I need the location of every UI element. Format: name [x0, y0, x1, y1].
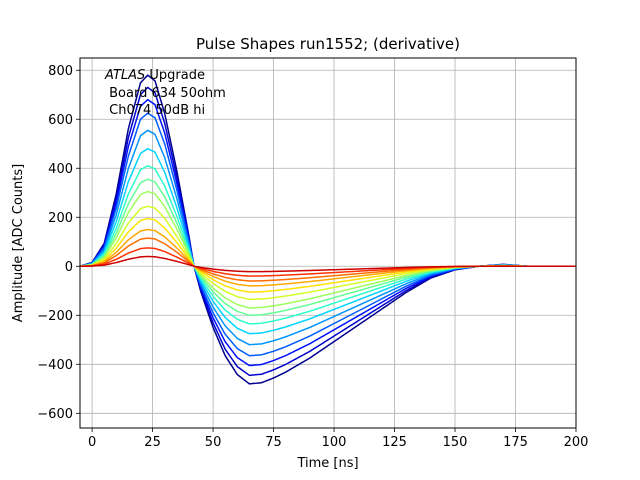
x-tick-label: 150	[443, 435, 468, 450]
x-tick-label: 175	[503, 435, 528, 450]
atlas-annotation: ATLAS Upgrade Board 634 50ohm Ch074 50dB…	[104, 68, 226, 118]
y-tick-label: 800	[48, 64, 73, 79]
y-tick-label: 600	[48, 113, 73, 128]
plot-frame	[79, 57, 577, 429]
x-tick-label: 125	[382, 435, 407, 450]
axis-ticks: 0 25 50 75 100 125 150 175 200 −600 −400 −200 0 200 40…	[37, 64, 588, 450]
x-tick-label: 100	[322, 435, 347, 450]
y-tick-label: −400	[37, 358, 73, 373]
y-axis-label: Amplitude [ADC Counts]	[11, 164, 26, 322]
annotation-line-2: Board 634 50ohm	[105, 86, 226, 101]
pulse-series-line	[79, 255, 576, 273]
y-tick-label: 400	[48, 162, 73, 177]
annotation-upgrade: Upgrade	[145, 68, 205, 83]
annotation-italic: ATLAS	[104, 68, 145, 83]
x-tick-label: 75	[265, 435, 282, 450]
chart-title: Pulse Shapes run1552; (derivative)	[196, 35, 460, 53]
annotation-line-1: ATLAS Upgrade	[104, 68, 205, 83]
x-tick-label: 0	[88, 435, 96, 450]
y-tick-label: −600	[37, 407, 73, 422]
series-group	[79, 74, 576, 385]
x-tick-label: 200	[564, 435, 589, 450]
annotation-line-3: Ch074 50dB hi	[105, 103, 205, 118]
y-tick-label: −200	[37, 309, 73, 324]
x-tick-label: 50	[205, 435, 222, 450]
y-tick-label: 0	[65, 260, 73, 275]
x-tick-label: 25	[144, 435, 161, 450]
y-tick-label: 200	[48, 211, 73, 226]
x-axis-label: Time [ns]	[296, 456, 358, 471]
